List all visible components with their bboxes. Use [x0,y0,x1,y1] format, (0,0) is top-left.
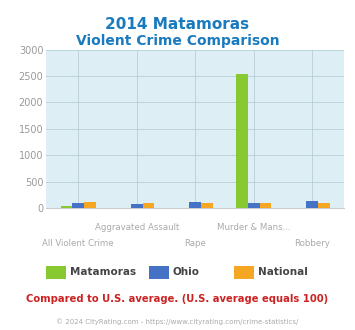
Text: National: National [258,267,308,277]
Text: Violent Crime Comparison: Violent Crime Comparison [76,34,279,48]
Bar [248,203,260,208]
Text: All Violent Crime: All Violent Crime [43,239,114,248]
Bar [143,203,154,208]
Text: Matamoras: Matamoras [70,267,136,277]
Bar [190,202,201,208]
Bar [201,203,213,208]
Text: Aggravated Assault: Aggravated Assault [94,223,179,232]
Bar [306,201,318,208]
Bar [318,203,330,208]
Text: © 2024 CityRating.com - https://www.cityrating.com/crime-statistics/: © 2024 CityRating.com - https://www.city… [56,318,299,325]
Text: Ohio: Ohio [173,267,200,277]
Text: Rape: Rape [184,239,206,248]
Bar [131,205,143,208]
Bar [84,202,96,208]
Text: Robbery: Robbery [294,239,330,248]
Bar [61,206,72,208]
Bar [260,203,271,208]
Text: 2014 Matamoras: 2014 Matamoras [105,17,250,32]
Bar [72,203,84,208]
Bar [236,74,248,208]
Text: Compared to U.S. average. (U.S. average equals 100): Compared to U.S. average. (U.S. average … [26,294,329,304]
Text: Murder & Mans...: Murder & Mans... [217,223,290,232]
